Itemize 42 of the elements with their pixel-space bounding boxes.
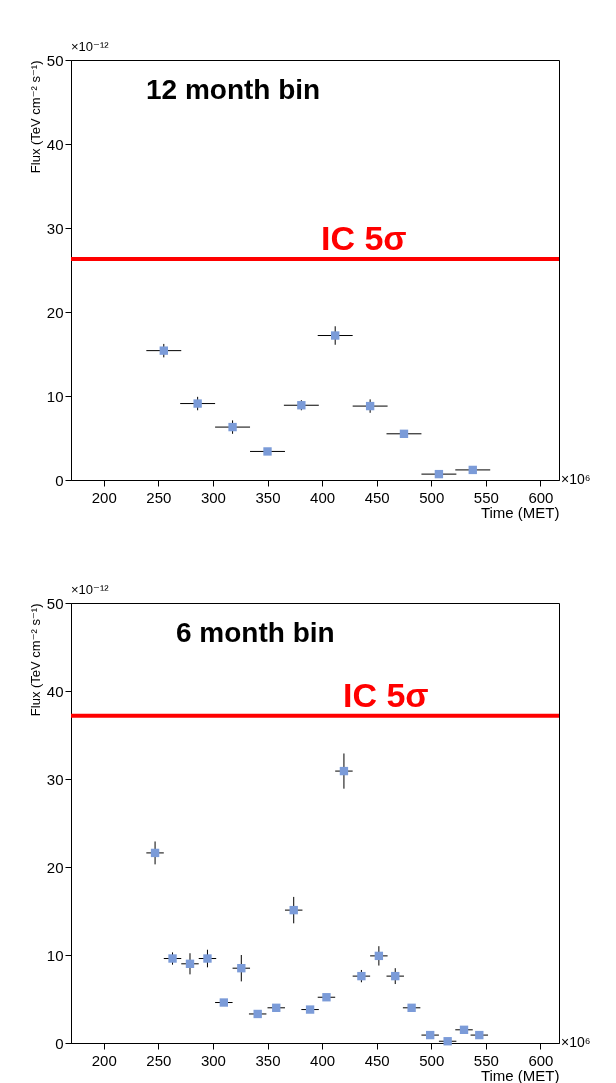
x-axis-title: Time (MET) [480,1066,560,1083]
x-tick-label: 600 [528,1051,554,1069]
x-tick-label: 500 [419,488,445,506]
x-tick-label: 500 [419,1051,445,1069]
text: ×10⁻¹² [71,39,110,54]
y-tick-label: 30 [46,219,64,237]
x-tick-label: 350 [255,488,281,506]
x-tick-label: 250 [146,488,172,506]
y-tick-label: 20 [46,303,64,321]
y-tick-label: 20 [46,858,64,876]
text: ×10⁶ [561,1034,591,1050]
ref-line-label: IC 5σ [343,675,429,714]
x-tick-label: 550 [473,488,499,506]
y-tick-label: 50 [46,594,64,612]
x-tick-label: 450 [364,1051,390,1069]
x-tick-label: 200 [91,1051,117,1069]
x-tick-label: 250 [146,1051,172,1069]
y-tick-label: 10 [46,946,64,964]
y-tick-label: 30 [46,770,64,788]
y-tick-label: 40 [46,682,64,700]
annotation: 12 month bin [146,74,321,105]
text: ×10⁶ [561,471,591,487]
y-tick-label: 50 [46,51,64,69]
x-axis-title: Time (MET) [480,503,560,521]
x-tick-label: 200 [91,488,117,506]
x-tick-label: 300 [200,1051,226,1069]
ref-line-label: IC 5σ [321,219,407,258]
x-tick-label: 450 [364,488,390,506]
annotation: 6 month bin [176,617,335,648]
x-tick-label: 550 [473,1051,499,1069]
x-tick-label: 600 [528,488,554,506]
y-tick-label: 0 [55,1034,64,1052]
x-tick-label: 350 [255,1051,281,1069]
y-tick-label: 0 [55,471,64,489]
x-tick-label: 400 [310,488,336,506]
x-tick-label: 400 [310,1051,336,1069]
y-tick-label: 10 [46,387,64,405]
y-axis-title: Flux (TeV cm⁻² s⁻¹) [27,603,43,717]
y-tick-label: 40 [46,135,64,153]
x-tick-label: 300 [200,488,226,506]
y-axis-title: Flux (TeV cm⁻² s⁻¹) [27,60,43,174]
text: ×10⁻¹² [71,582,110,597]
